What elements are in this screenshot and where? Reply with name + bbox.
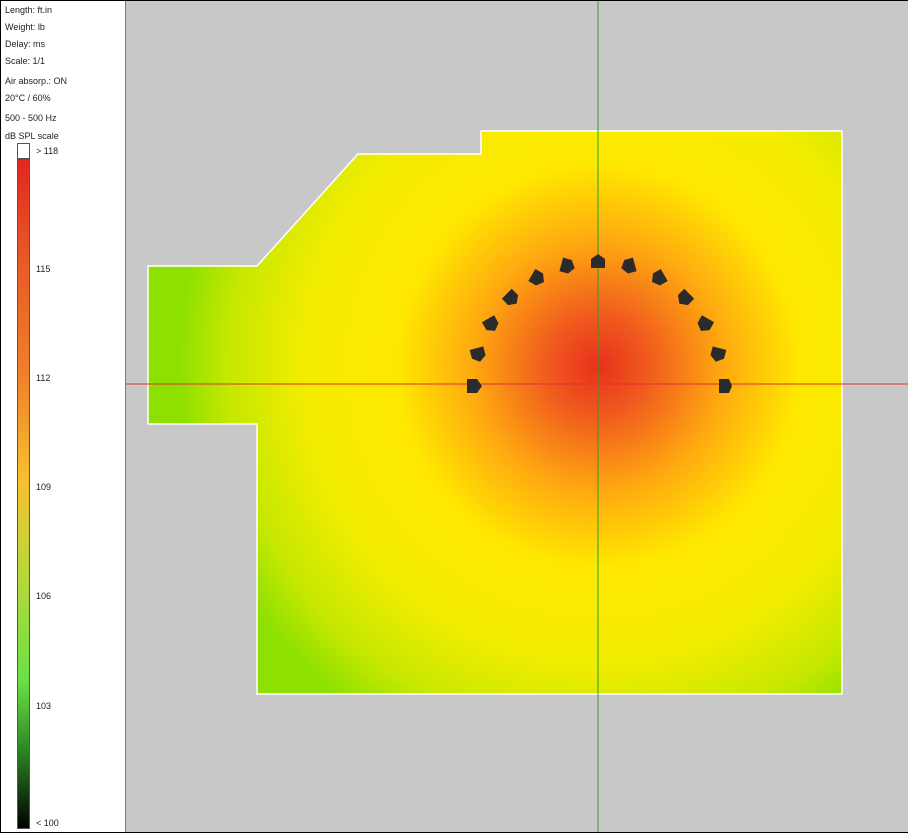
speaker-icon[interactable] <box>619 257 637 275</box>
spl-tick-109: 109 <box>36 482 52 492</box>
speaker-icon[interactable] <box>709 346 727 363</box>
spl-map-canvas[interactable] <box>126 1 908 832</box>
delay-unit-label: Delay: ms <box>5 39 46 49</box>
weight-unit-label: Weight: lb <box>5 22 45 32</box>
spl-tick-106: 106 <box>36 591 52 601</box>
speaker-icon[interactable] <box>719 379 732 393</box>
speaker-icon[interactable] <box>649 268 668 288</box>
speaker-icon[interactable] <box>501 288 522 309</box>
speaker-icon[interactable] <box>469 346 487 363</box>
spl-tick-112: 112 <box>36 373 51 383</box>
conditions-label: 20°C / 60% <box>5 93 51 103</box>
speaker-icon[interactable] <box>559 257 576 275</box>
spl-min-label: < 100 <box>36 818 59 828</box>
spl-color-scale <box>17 159 30 829</box>
spl-map-view[interactable] <box>126 1 908 832</box>
scale-label: Scale: 1/1 <box>5 56 46 66</box>
length-unit-label: Length: ft.in <box>5 5 53 15</box>
legend-panel: Length: ft.in Weight: lb Delay: ms Scale… <box>1 1 126 832</box>
spl-tick-103: 103 <box>36 701 52 711</box>
speaker-icon[interactable] <box>591 254 605 268</box>
spl-scale-title: dB SPL scale <box>5 131 59 141</box>
speaker-icon[interactable] <box>467 379 482 393</box>
speaker-icon[interactable] <box>695 315 715 334</box>
speaker-icon[interactable] <box>481 315 501 334</box>
frequency-label: 500 - 500 Hz <box>5 113 57 123</box>
speaker-icon[interactable] <box>528 268 547 288</box>
spl-max-label: > 118 <box>36 146 59 156</box>
spl-over-range-swatch <box>17 143 30 159</box>
room-footprint <box>147 130 843 695</box>
spl-tick-115: 115 <box>36 264 51 274</box>
speaker-icon[interactable] <box>674 288 695 309</box>
air-absorption-label: Air absorp.: ON <box>5 76 68 86</box>
